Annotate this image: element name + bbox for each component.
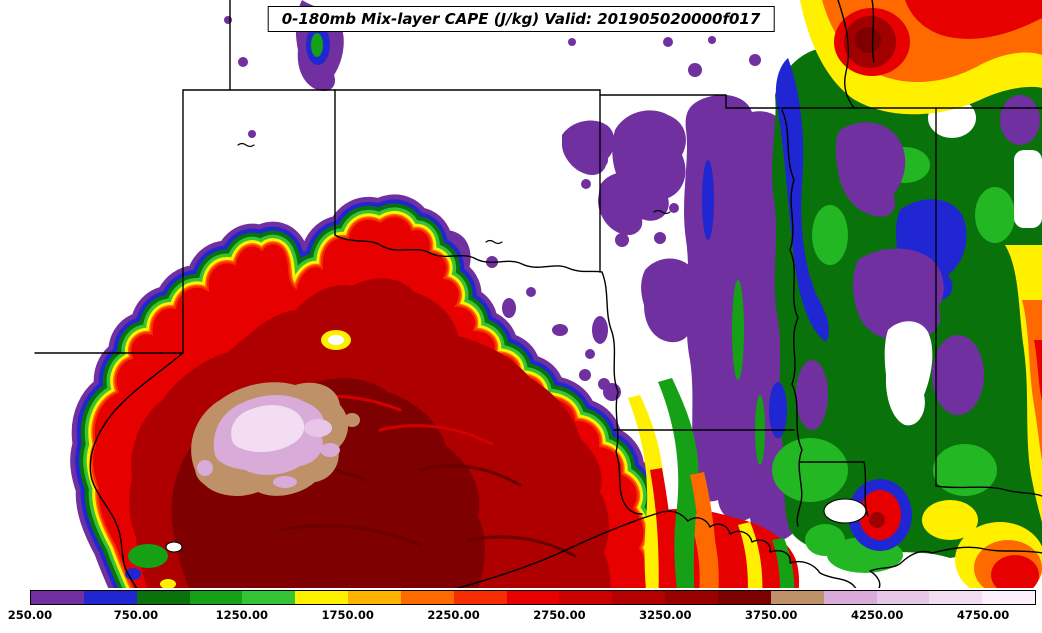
colorbar-segment (400, 591, 454, 604)
lakes (165, 498, 867, 553)
extreme-cape-pocket (191, 382, 360, 496)
louisiana-gulf-coast (661, 510, 1042, 588)
colorbar-segment (612, 591, 666, 604)
colorbar-tick-label: 2250.00 (427, 608, 480, 622)
colorbar-segment (506, 591, 560, 604)
texas-cape-core (92, 216, 648, 588)
mississippi-river (781, 109, 803, 527)
texas-arkansas-louisiana-line (601, 271, 643, 515)
colorbar-segment (823, 591, 877, 604)
colorbar-segment (31, 591, 84, 604)
east-texas-fingers (628, 378, 717, 588)
terrain-squiggle-3 (653, 209, 671, 215)
southwest-mottling (125, 544, 176, 588)
lake-pontchartrain (823, 498, 867, 524)
colorbar-segment (929, 591, 983, 604)
terrain-squiggle-2 (485, 239, 503, 245)
colorbar-segment (348, 591, 401, 604)
colorbar-tick-label: 1250.00 (215, 608, 268, 622)
colorbar-tick-label: 750.00 (113, 608, 159, 622)
title-box: 0-180mb Mix-layer CAPE (J/kg) Valid: 201… (267, 6, 775, 32)
colorbar-segment (665, 591, 718, 604)
colorbar-tick-label: 250.00 (7, 608, 53, 622)
red-river (334, 234, 603, 273)
louisiana-mississippi-line (799, 461, 869, 517)
colorbar-segment (770, 591, 824, 604)
state-boundaries (34, 0, 1042, 588)
colorbar-segment (876, 591, 930, 604)
colorbar-labels: 250.00 750.00 1250.00 1750.00 2250.00 2750.00… (8, 608, 1036, 626)
cape-map-canvas (34, 0, 1042, 588)
colorbar-segment (83, 591, 137, 604)
core-interior-spot-center (328, 335, 344, 345)
tennessee-river-line (837, 0, 855, 109)
colorbar-segment (136, 591, 190, 604)
northeast-max (800, 0, 1042, 115)
colorbar-tick-label: 3250.00 (639, 608, 692, 622)
colorbar-tick-label: 3750.00 (745, 608, 798, 622)
colorbar: 250.00 750.00 1250.00 1750.00 2250.00 2750.00… (0, 588, 1042, 633)
colorbar-segment (189, 591, 243, 604)
rio-grande (89, 352, 184, 588)
colorbar-tick-label: 1750.00 (321, 608, 374, 622)
colorbar-track (30, 590, 1036, 605)
colorbar-tick-label: 2750.00 (533, 608, 586, 622)
colorbar-tick-label: 4750.00 (956, 608, 1010, 622)
falcon-lake (165, 541, 183, 553)
missouri-arkansas-line (599, 89, 781, 109)
map-title: 0-180mb Mix-layer CAPE (J/kg) Valid: 201… (281, 10, 761, 28)
colorbar-segment (242, 591, 296, 604)
colorbar-segment (295, 591, 349, 604)
cape-map (34, 0, 1042, 588)
texas-gulf-coast (455, 511, 663, 588)
colorbar-segment (559, 591, 613, 604)
colorbar-segment (453, 591, 507, 604)
colorbar-segment (717, 591, 771, 604)
alabama-florida-line (935, 485, 1042, 497)
tennessee-river-line2 (871, 0, 875, 63)
colorbar-tick-label: 4250.00 (850, 608, 904, 622)
terrain-squiggle-1 (237, 142, 255, 148)
right-edge-band (922, 245, 1042, 588)
corridor-inner-veins (702, 160, 765, 465)
colorbar-segment (982, 591, 1036, 604)
white-gaps (884, 98, 1042, 426)
